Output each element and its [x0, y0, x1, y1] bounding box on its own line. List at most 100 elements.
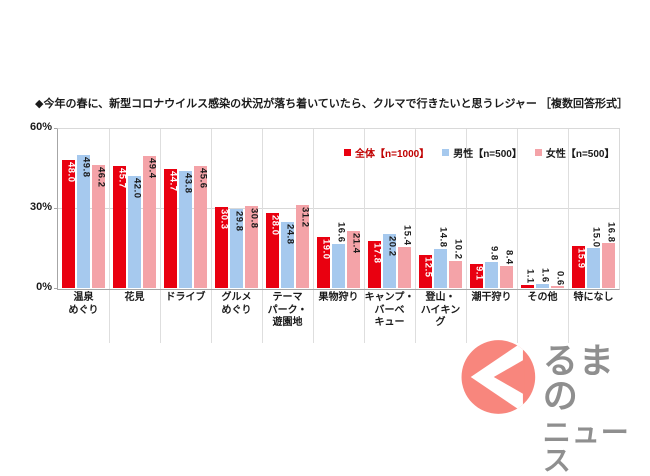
legend-label: 全体【n=1000】 [355, 149, 430, 160]
y-axis-tick [54, 288, 58, 289]
category-separator [211, 128, 212, 343]
gridline-30pct [58, 208, 619, 209]
logo-text-line1: るまの [542, 342, 615, 416]
legend-label: 女性【n=500】 [545, 149, 615, 160]
bar-全体-グルメめぐり [214, 207, 229, 288]
category-label-line: 果物狩り [318, 292, 359, 303]
bar-男性-特になし [586, 248, 601, 288]
bar-全体-果物狩り [316, 237, 331, 288]
category-label-その他: その他 [517, 292, 568, 330]
bar-全体-花見 [112, 166, 127, 288]
category-label-line: めぐり [68, 304, 99, 316]
bar-value-label: 15.9 [575, 247, 587, 269]
bar-value-label: 17.8 [371, 242, 383, 264]
kurumano-news-logo-icon [461, 340, 536, 414]
bar-女性-特になし [601, 243, 616, 288]
bar-value-label: 19.0 [320, 239, 332, 260]
bar-value-label: 30.3 [218, 209, 230, 230]
bar-女性-グルメめぐり [244, 205, 259, 288]
bar-value-label: 28.0 [269, 215, 281, 236]
bar-女性-花見 [142, 156, 157, 288]
bar-男性-キャンプ・バーベキュー [382, 234, 397, 288]
bar-value-label: 14.8 [437, 227, 449, 248]
legend-swatch-icon [534, 149, 542, 156]
bar-男性-登山・ハイキング [433, 248, 448, 288]
chart-title: ◆今年の春に、新型コロナウイルス感染の状況が落ち着いていたら、クルマで行きたいと… [35, 98, 628, 110]
legend-item-0: 全体【n=1000】 [344, 145, 429, 160]
bar-value-label: 16.8 [605, 221, 617, 243]
bar-全体-温泉めぐり [61, 160, 76, 288]
category-label-ドライブ: ドライブ [160, 292, 211, 330]
category-label-line: 特になし [573, 292, 614, 303]
category-label-特になし: 特になし [568, 292, 619, 330]
kurumano-news-logo: るまの ニュース [460, 336, 650, 475]
bar-value-label: 45.7 [116, 168, 128, 189]
bar-女性-テーマパーク・遊園地 [295, 204, 310, 288]
plot-bars: 48.0 45.7 44.7 30.3 28.0 19.0 17.8 12.5 9.1 1.1 15… [58, 128, 619, 288]
bar-女性-その他 [550, 286, 565, 288]
category-label-line: ハイキン [420, 304, 461, 316]
category-label-line: 温泉 [73, 292, 94, 303]
bar-value-label: 48.0 [65, 162, 77, 183]
bar-value-label: 29.8 [233, 210, 245, 232]
bar-value-label: 8.4 [503, 249, 515, 265]
category-label-潮干狩り: 潮干狩り [466, 292, 517, 330]
bar-全体-ドライブ [163, 168, 178, 288]
legend-item-2: 女性【n=500】 [534, 145, 615, 160]
category-separator [262, 128, 263, 343]
bar-女性-キャンプ・バーベキュー [397, 246, 412, 288]
category-label-line: 遊園地 [272, 317, 303, 328]
category-label-line: 登山・ [425, 292, 456, 303]
category-label-テーマパーク・遊園地: テーマ パーク・ 遊園地 [262, 292, 313, 330]
bar-女性-登山・ハイキング [448, 260, 463, 288]
bar-男性-その他 [535, 283, 550, 288]
bar-value-label: 12.5 [422, 256, 434, 278]
bar-女性-ドライブ [193, 166, 208, 288]
bar-value-label: 44.7 [167, 170, 179, 192]
category-label-line: その他 [527, 292, 558, 303]
bar-value-label: 31.2 [299, 206, 311, 228]
bar-value-label: 21.4 [350, 232, 362, 254]
category-label-line: キュー [374, 317, 405, 328]
bar-value-label: 45.6 [197, 168, 209, 189]
bar-value-label: 16.6 [335, 222, 347, 243]
bar-男性-ドライブ [178, 171, 193, 288]
bar-value-label: 20.2 [386, 236, 398, 257]
legend-swatch-icon [344, 149, 351, 156]
y-axis-label-30: 30% [29, 201, 52, 213]
category-separator [568, 128, 569, 343]
category-separator [517, 128, 518, 343]
category-separator [466, 128, 467, 343]
bar-男性-温泉めぐり [76, 155, 91, 288]
category-label-line: 潮干狩り [471, 292, 512, 303]
legend-swatch-icon [442, 149, 450, 156]
bar-value-label: 49.8 [80, 157, 92, 178]
category-label-温泉めぐり: 温泉 めぐり [58, 292, 109, 330]
bar-全体-潮干狩り [469, 263, 484, 288]
bar-value-label: 9.1 [473, 265, 485, 281]
logo-text-line2: ニュース [542, 417, 630, 476]
bar-女性-潮干狩り [499, 265, 514, 288]
bar-value-label: 1.6 [539, 268, 551, 283]
bar-全体-テーマパーク・遊園地 [265, 213, 280, 288]
bar-value-label: 0.6 [554, 270, 566, 286]
category-label-キャンプ・バーベキュー: キャンプ・ バーベ キュー [364, 292, 415, 330]
bar-value-label: 9.8 [488, 246, 500, 261]
category-label-line: ドライブ [165, 292, 206, 303]
category-separator [313, 128, 314, 343]
category-label-line: パーク・ [267, 304, 308, 316]
x-axis-labels: 温泉 めぐり 花見 ドライブ グルメ めぐり テーマ パーク・ 遊園地 果物狩り キャンプ・ バーベキ… [58, 292, 619, 330]
y-axis-label-60: 60% [29, 121, 52, 133]
gridlines-layer [58, 128, 619, 343]
bar-value-label: 49.4 [146, 158, 158, 179]
logo-text: るまの ニュース [543, 336, 650, 475]
bar-value-label: 24.8 [284, 223, 296, 245]
y-axis-tick [54, 128, 58, 129]
category-label-line: キャンプ・ [364, 292, 415, 303]
bar-value-label: 42.0 [131, 178, 143, 199]
chart-legend: 全体【n=1000】 男性【n=500】 女性【n=500】 [344, 145, 614, 160]
bar-全体-その他 [520, 285, 535, 288]
category-label-line: テーマ [272, 292, 303, 303]
bar-value-label: 15.4 [401, 225, 413, 246]
bar-男性-果物狩り [331, 243, 346, 288]
